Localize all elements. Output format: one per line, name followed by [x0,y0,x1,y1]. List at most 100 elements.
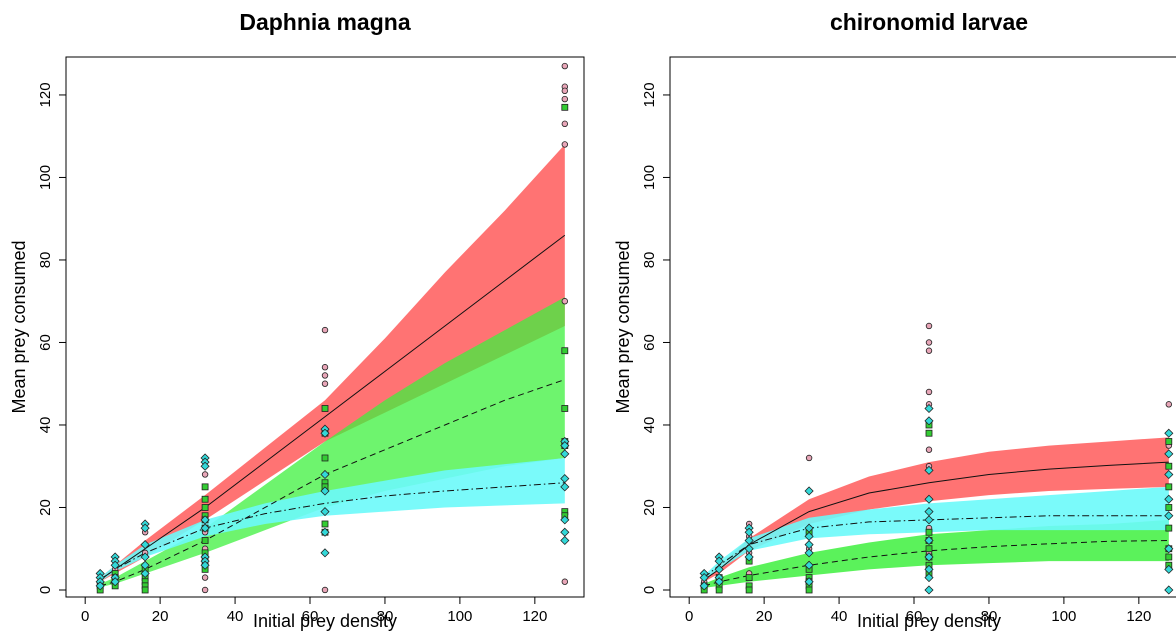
fit-line [100,379,565,587]
x-tick-label: 60 [302,608,319,625]
data-point [925,446,933,453]
data-point [320,428,330,438]
data-point [804,548,814,558]
data-point [201,537,209,544]
data-point [201,574,209,581]
data-point [561,103,569,111]
data-point [140,568,150,579]
data-point [1165,483,1173,491]
data-point [321,520,329,528]
data-point [745,574,753,582]
data-point [744,552,754,562]
data-point [201,495,209,503]
data-point [321,405,329,412]
data-point [321,454,329,462]
data-point [561,141,569,148]
data-point [1165,524,1173,532]
data-point [924,585,934,595]
y-tick-label: 0 [37,586,54,594]
data-point [1164,469,1174,480]
y-axis-label: Mean prey consumed [613,240,633,413]
data-point [140,540,150,550]
data-point [925,545,933,553]
data-point [561,298,569,305]
data-point [1164,449,1174,459]
panel: 0 20 40 60 80 100 120 0 20 40 60 80 100 120 Daphnia ma… [9,9,585,631]
data-point [924,535,934,546]
data-point [561,120,569,128]
data-point [200,523,210,533]
data-point [200,461,210,471]
data-point [560,482,570,492]
x-axis-label: Initial prey density [857,611,1001,631]
data-point [561,95,569,103]
confidence-band [704,437,1169,582]
plot-frame [65,56,585,598]
data-point [924,515,934,525]
confidence-band [704,486,1169,580]
data-point [924,552,934,562]
chart-title: Daphnia magna [239,9,410,35]
data-point [804,486,814,496]
x-tick-label: 20 [756,608,773,625]
data-point [1165,553,1173,561]
x-tick-label: 60 [906,608,923,625]
data-point [140,523,150,533]
data-point [561,87,569,95]
data-point [320,548,330,558]
data-point [805,586,813,594]
fit-line [703,461,1169,581]
confidence-band [704,519,1169,588]
x-tick-label: 80 [981,608,998,625]
data-point [924,494,934,504]
data-point [804,577,814,587]
data-point [1165,462,1173,470]
data-point [321,326,329,334]
x-tick-label: 100 [447,608,472,625]
data-point [1164,544,1174,554]
y-tick-label: 20 [641,499,658,516]
x-tick-label: 120 [1126,608,1151,625]
data-point [1165,504,1173,511]
fit-line [99,234,566,581]
x-tick-label: 120 [522,608,547,625]
data-point [321,364,329,371]
y-tick-label: 60 [641,334,658,351]
data-point [320,486,330,496]
data-point [715,586,723,594]
x-tick-label: 0 [81,608,89,625]
y-tick-label: 120 [37,82,54,107]
data-point [805,454,813,462]
chart-title: chironomid larvae [830,9,1028,35]
data-point [925,339,933,346]
data-point [714,577,724,587]
x-tick-label: 100 [1051,608,1076,625]
data-point [924,465,934,475]
fit-line [704,539,1169,587]
data-point [201,471,209,478]
y-axis-label: Mean prey consumed [9,240,29,413]
x-tick-label: 40 [227,608,244,625]
data-point [1164,585,1174,595]
y-tick-label: 80 [37,252,54,269]
data-point [320,469,330,480]
data-point [95,581,105,591]
data-point [924,403,934,414]
data-point [924,573,934,583]
y-tick-label: 60 [37,334,54,351]
data-point [321,586,329,594]
data-point [560,515,570,525]
confidence-band [100,457,565,582]
data-point [1164,511,1174,521]
data-point [560,535,570,546]
data-point [321,380,329,387]
data-point [141,586,149,594]
data-point [1164,564,1174,574]
data-point [201,504,209,511]
data-point [925,388,933,396]
data-point [925,322,933,330]
data-point [1165,401,1173,408]
y-tick-label: 100 [641,165,658,190]
